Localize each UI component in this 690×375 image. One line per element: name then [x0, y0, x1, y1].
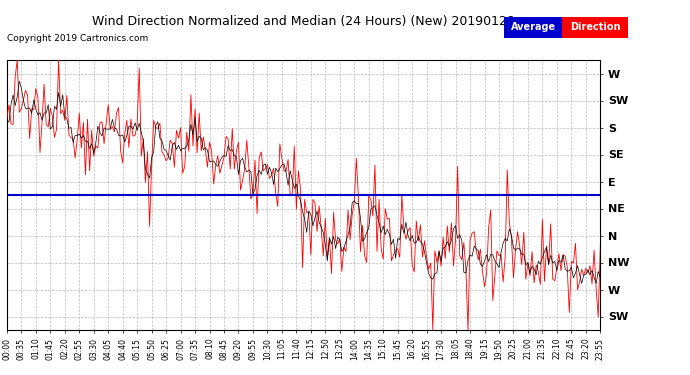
Text: Wind Direction Normalized and Median (24 Hours) (New) 20190128: Wind Direction Normalized and Median (24… [92, 15, 515, 28]
Text: Average: Average [511, 22, 555, 32]
Text: Copyright 2019 Cartronics.com: Copyright 2019 Cartronics.com [7, 34, 148, 43]
Text: Direction: Direction [570, 22, 620, 32]
